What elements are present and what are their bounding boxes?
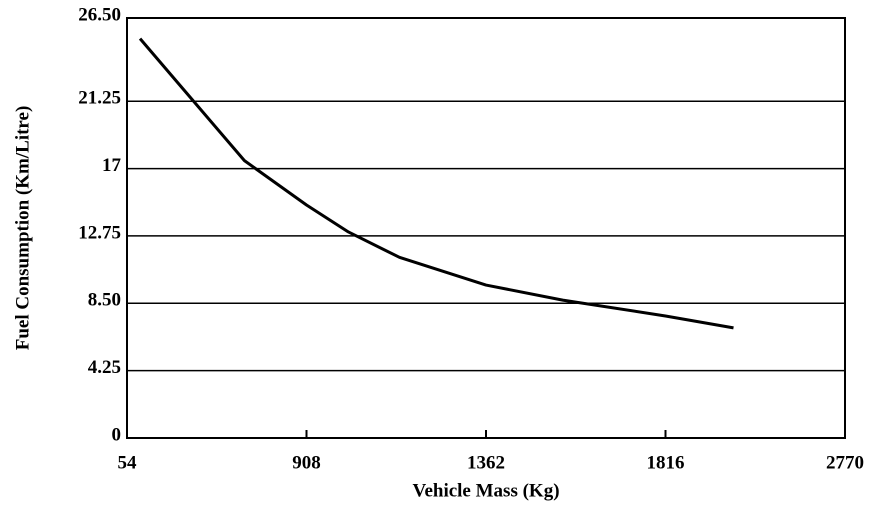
- line: [138, 37, 734, 330]
- y-tick-label: 8.50: [88, 290, 121, 311]
- y-tick-label: 17: [102, 155, 122, 176]
- plot-frame: [126, 17, 846, 439]
- x-tick-label: 54: [118, 452, 138, 473]
- y-axis-label: Fuel Consumption (Km/Litre): [12, 106, 33, 351]
- x-axis-label: Vehicle Mass (Kg): [412, 480, 559, 501]
- y-tick-label: 12.75: [78, 222, 121, 243]
- y-tick-label: 26.50: [78, 4, 121, 25]
- y-tick-label: 21.25: [78, 88, 121, 109]
- x-tick-label: 2770: [826, 452, 864, 473]
- x-tick-label: 1362: [467, 452, 505, 473]
- x-tick-label: 1816: [647, 452, 685, 473]
- y-tick-label: 4.25: [88, 357, 121, 378]
- y-tick-label: 0: [112, 424, 122, 445]
- x-tick-label: 908: [292, 452, 321, 473]
